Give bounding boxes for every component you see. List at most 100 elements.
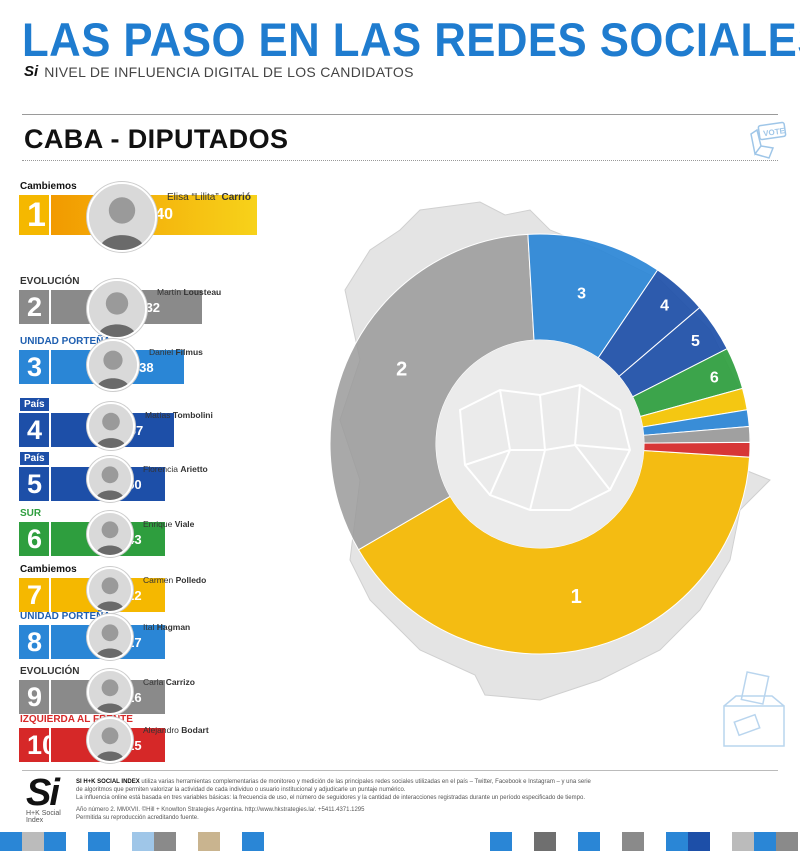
party-label: SUR (20, 508, 42, 519)
rank-number: 9 (19, 680, 49, 714)
slice-label-6: 6 (710, 369, 719, 386)
candidate-name: Alejandro Bodart (143, 725, 209, 735)
candidate-photo (87, 567, 133, 613)
si-logo: Si (24, 63, 39, 80)
party-label: EVOLUCIÓN (20, 276, 80, 287)
candidate-row: Cambiemos1Si540Elisa “Lilita” Carrió (19, 180, 257, 252)
candidate-last-name: Hagman (156, 622, 191, 632)
candidate-row: UNIDAD PORTEÑA3Si138Daniel Filmus (19, 335, 203, 391)
candidate-name: Martín Lousteau (157, 287, 221, 297)
candidate-last-name: Filmus (175, 347, 203, 357)
slice-label-5: 5 (691, 333, 700, 350)
candidate-photo (87, 717, 133, 763)
candidate-first-name: Carla (143, 677, 164, 687)
party-label: UNIDAD PORTEÑA (20, 336, 111, 347)
slice-labels: 1 2 3 4 5 6 (396, 286, 719, 608)
party-label: Cambiemos (20, 181, 77, 192)
footer-logo-mark: Si (26, 772, 60, 814)
candidate-name: Daniel Filmus (149, 347, 203, 357)
header-divider (22, 114, 778, 115)
candidate-first-name: Matías (145, 410, 171, 420)
candidate-name: Elisa “Lilita” Carrió (167, 192, 251, 203)
candidate-photo (87, 279, 147, 339)
candidate-first-name: Elisa “Lilita” (167, 192, 219, 203)
section-title: CABA - DIPUTADOS (24, 124, 289, 154)
candidate-row: EVOLUCIÓN9Si16Carla Carrizo (19, 665, 195, 715)
candidate-photo (87, 402, 135, 450)
section-divider (22, 160, 778, 161)
candidate-row: País5Si50Florencia Arietto (19, 452, 208, 502)
party-label: EVOLUCIÓN (20, 666, 80, 677)
candidate-photo (87, 339, 139, 391)
page-subtitle: NIVEL DE INFLUENCIA DIGITAL DE LOS CANDI… (44, 63, 414, 80)
footer-divider (22, 770, 778, 771)
person-icon (89, 719, 131, 761)
party-label: País (20, 398, 49, 411)
rank-number: 10 (19, 728, 57, 762)
candidate-last-name: Bodart (181, 725, 209, 735)
donut-ring (329, 233, 751, 655)
slice-label-2: 2 (396, 359, 407, 381)
candidate-row: EVOLUCIÓN2Si432Martín Lousteau (19, 275, 221, 339)
person-icon (89, 404, 133, 448)
person-icon (89, 616, 131, 658)
candidate-first-name: Daniel (149, 347, 174, 357)
footer-line-1: utiliza varias herramientas complementar… (76, 779, 591, 793)
person-icon (89, 513, 131, 555)
person-icon (89, 671, 131, 713)
rank-number: 2 (19, 290, 49, 324)
candidate-last-name: Carrizo (165, 677, 195, 687)
candidate-row: IZQUIERDA AL FRENTE10Si15Alejandro Bodar… (19, 713, 209, 763)
candidate-photo (87, 669, 133, 715)
candidate-first-name: Ital (143, 622, 155, 632)
candidate-name: Carla Carrizo (143, 677, 195, 687)
rank-number: 6 (19, 522, 49, 556)
candidate-name: Ital Hagman (143, 622, 190, 632)
rank-number: 4 (19, 413, 49, 447)
candidate-first-name: Martín (157, 287, 182, 297)
candidate-last-name: Lousteau (183, 287, 222, 297)
candidate-name: Enrique Viale (143, 519, 194, 529)
ballot-box-icon (723, 671, 785, 747)
vote-hand-icon: VOTE (750, 121, 787, 159)
candidate-first-name: Carmen (143, 575, 174, 585)
slice-label-4: 4 (660, 298, 669, 315)
candidate-last-name: Viale (174, 519, 195, 529)
vote-badge-text: VOTE (763, 126, 786, 138)
rank-number: 8 (19, 625, 49, 659)
candidate-name: Matías Tombolini (145, 410, 213, 420)
footer-line-3: Año número 2. MMXVII. ©Hill + Knowlton S… (76, 807, 365, 813)
color-stripe (0, 832, 800, 851)
rank-number: 1 (19, 195, 49, 235)
candidate-name: Florencia Arietto (143, 464, 208, 474)
party-label: UNIDAD PORTEÑA (20, 611, 111, 622)
subtitle-row: Si NIVEL DE INFLUENCIA DIGITAL DE LOS CA… (24, 63, 414, 80)
footer-logo: Si H+K Social Index (26, 772, 72, 824)
candidate-last-name: Tombolini (172, 410, 213, 420)
candidate-last-name: Carrió (221, 192, 251, 203)
footer-logo-caption: H+K Social Index (26, 810, 61, 824)
party-label: Cambiemos (20, 564, 77, 575)
candidate-row: País4Si57Matías Tombolini (19, 398, 213, 450)
candidate-name: Carmen Polledo (143, 575, 206, 585)
candidate-first-name: Enrique (143, 519, 173, 529)
candidate-photo (87, 614, 133, 660)
slice-label-3: 3 (577, 286, 586, 303)
person-icon (89, 281, 145, 337)
person-icon (89, 341, 137, 389)
footer-notes: SI H+K SOCIAL INDEX utiliza varias herra… (76, 778, 596, 822)
footer-line-4: Permitida su reproducción acreditando fu… (76, 815, 199, 821)
candidate-photo (87, 456, 133, 502)
rank-number: 3 (19, 350, 49, 384)
center-map-detail (436, 340, 644, 548)
person-icon (89, 184, 155, 250)
candidate-last-name: Polledo (175, 575, 207, 585)
person-icon (89, 569, 131, 611)
candidate-row: Cambiemos7Si22Carmen Polledo (19, 563, 206, 613)
candidate-photo (87, 511, 133, 557)
slice-label-1: 1 (571, 586, 582, 608)
candidate-last-name: Arietto (180, 464, 208, 474)
rank-number: 5 (19, 467, 49, 501)
candidate-first-name: Alejandro (143, 725, 179, 735)
party-label: País (20, 452, 49, 465)
